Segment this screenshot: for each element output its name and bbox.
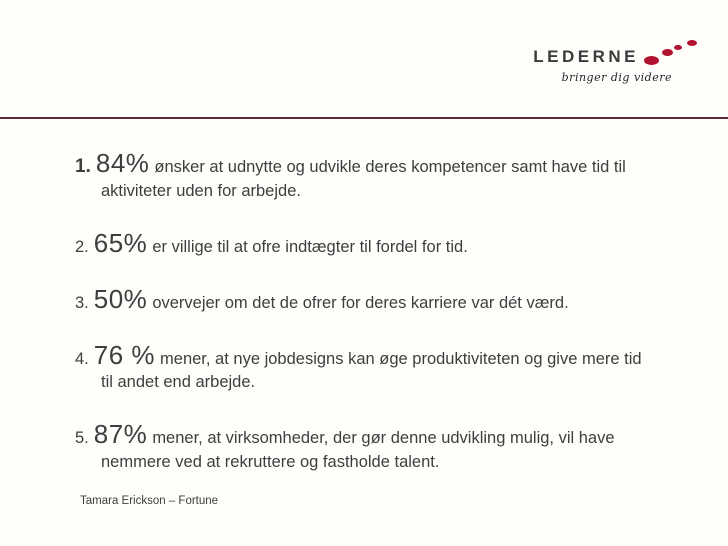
logo-dot-icon xyxy=(644,56,659,65)
item-stat: 65% xyxy=(93,228,148,259)
item-text: overvejer om det de ofrer for deres karr… xyxy=(152,293,569,312)
source-attribution: Tamara Erickson – Fortune xyxy=(80,495,219,507)
logo-dot-icon xyxy=(687,40,697,46)
list-item: 2. 65% er villige til at ofre indtægter ti… xyxy=(75,230,649,260)
header-divider xyxy=(0,117,728,119)
logo-dots-icon xyxy=(644,40,702,68)
logo-dot-icon xyxy=(674,45,682,50)
list-item: 3. 50% overvejer om det de ofrer for deres… xyxy=(75,286,649,316)
logo-dot-icon xyxy=(662,49,673,56)
item-stat: 84% xyxy=(95,148,150,178)
lederne-logo: LEDERNE bringer dig videre xyxy=(533,40,702,84)
item-stat: 50% xyxy=(93,283,148,314)
item-number: 2. xyxy=(75,238,89,257)
logo-tagline: bringer dig videre xyxy=(561,71,672,84)
statistics-list: 1. 84% ønsker at udnytte og udvikle deres … xyxy=(75,150,649,501)
item-text: mener, at virksomheder, der gør denne ud… xyxy=(101,429,615,471)
item-number: 1. xyxy=(75,156,91,177)
list-item: 5. 87% mener, at virksomheder, der gør den… xyxy=(75,421,649,475)
item-number: 3. xyxy=(75,293,89,312)
item-stat: 87% xyxy=(93,419,148,450)
item-stat: 76 % xyxy=(93,339,156,370)
item-number: 4. xyxy=(75,349,89,368)
item-text: ønsker at udnytte og udvikle deres kompe… xyxy=(101,158,626,201)
logo-brand-text: LEDERNE xyxy=(533,47,639,66)
item-text: er villige til at ofre indtægter til for… xyxy=(152,238,468,257)
item-number: 5. xyxy=(75,429,89,448)
item-text: mener, at nye jobdesigns kan øge produkt… xyxy=(101,349,642,392)
list-item: 4. 76 % mener, at nye jobdesigns kan øge p… xyxy=(75,342,649,396)
logo-brand-row: LEDERNE xyxy=(533,40,702,68)
list-item: 1. 84% ønsker at udnytte og udvikle deres … xyxy=(75,150,649,204)
